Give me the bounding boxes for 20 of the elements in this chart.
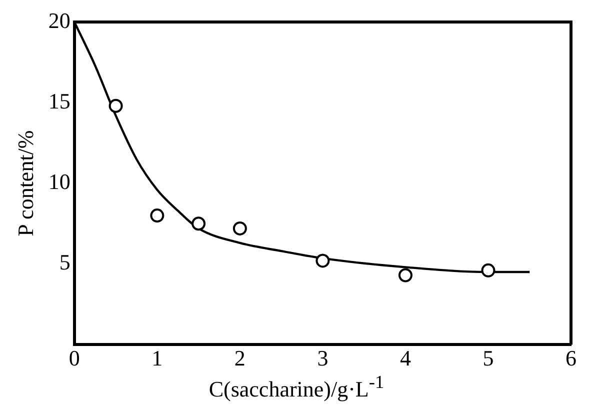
x-tick-label: 5 <box>482 346 494 371</box>
x-tick-label: 0 <box>68 346 80 371</box>
y-axis-title: P content/% <box>12 130 38 236</box>
point <box>108 98 123 113</box>
point <box>232 221 247 236</box>
y-tick-label: 5 <box>59 250 70 275</box>
point <box>398 268 412 282</box>
x-tick-label: 3 <box>317 346 328 371</box>
x-axis-title: C(saccharine)/g·L$^{-1}$ <box>208 372 386 402</box>
point <box>316 254 330 268</box>
y-tick-label: 10 <box>48 169 70 194</box>
x-tick-label: 1 <box>152 346 163 371</box>
x-tick-label: 4 <box>400 346 411 371</box>
x-tick-label: 6 <box>566 346 576 371</box>
y-tick-label: 15 <box>48 88 70 114</box>
x-tick-label: 2 <box>234 346 246 371</box>
point <box>481 263 496 278</box>
point <box>192 216 206 231</box>
y-tick-label: 20 <box>48 8 70 33</box>
point <box>150 208 164 223</box>
